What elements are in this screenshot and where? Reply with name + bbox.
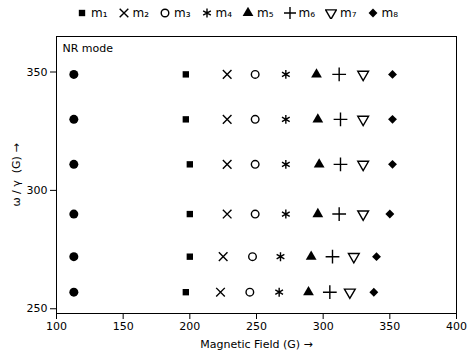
svg-text:300: 300 bbox=[27, 184, 48, 197]
svg-text:350: 350 bbox=[379, 320, 400, 333]
svg-text:400: 400 bbox=[446, 320, 467, 333]
svg-text:250: 250 bbox=[246, 320, 267, 333]
svg-text:250: 250 bbox=[27, 302, 48, 315]
svg-text:150: 150 bbox=[113, 320, 134, 333]
svg-text:350: 350 bbox=[27, 66, 48, 79]
html-text:m₇: m₇ bbox=[340, 6, 357, 20]
html-text:m₄: m₄ bbox=[215, 6, 232, 20]
svg-text:200: 200 bbox=[179, 320, 200, 333]
html-text:m₃: m₃ bbox=[174, 6, 191, 20]
html-text:m₁: m₁ bbox=[91, 6, 108, 20]
html-text:m₂: m₂ bbox=[132, 6, 149, 20]
svg-text:300: 300 bbox=[313, 320, 334, 333]
svg-text:Magnetic Field (G) →: Magnetic Field (G) → bbox=[200, 338, 313, 351]
html-text:m₅: m₅ bbox=[257, 6, 274, 20]
html-text:m₈: m₈ bbox=[381, 6, 398, 20]
svg-text:ω / γ (G) →: ω / γ (G) → bbox=[10, 143, 23, 206]
html-text:m₆: m₆ bbox=[298, 6, 315, 20]
svg-text:NR mode: NR mode bbox=[63, 42, 114, 55]
svg-text:100: 100 bbox=[46, 320, 67, 333]
